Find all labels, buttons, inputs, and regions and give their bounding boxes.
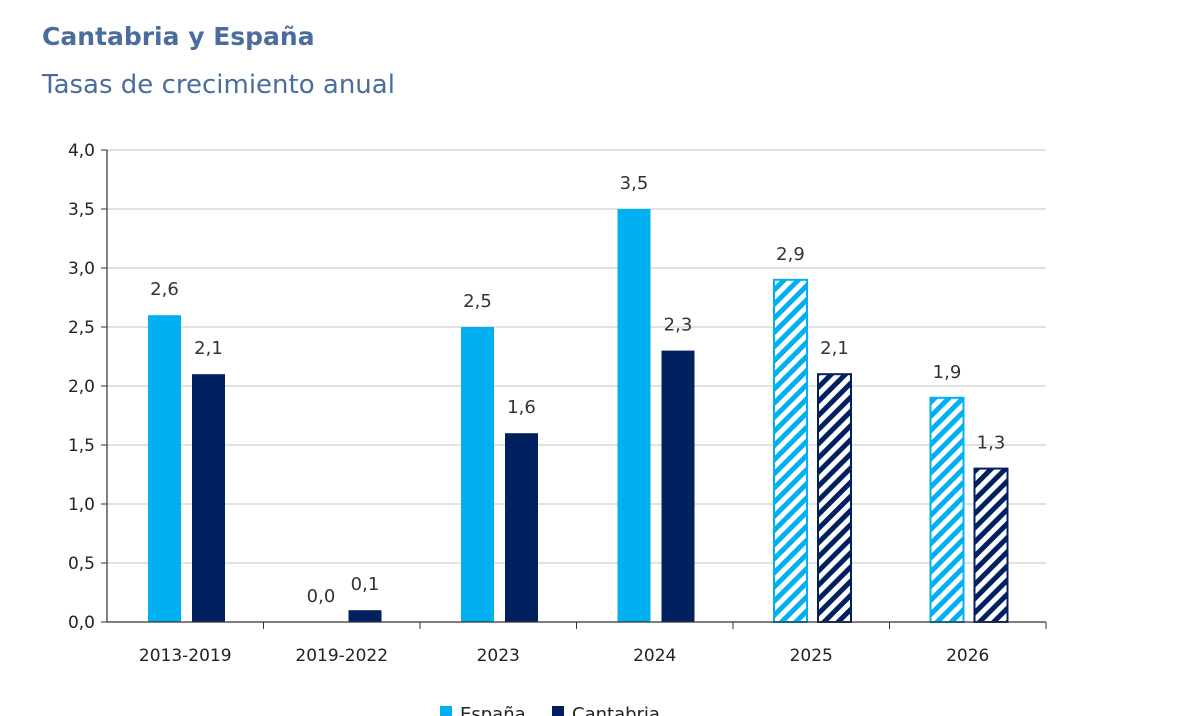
data-label: 0,1	[351, 574, 380, 595]
data-label: 3,5	[620, 173, 649, 194]
x-tick-label: 2026	[946, 646, 989, 666]
y-tick-label: 1,0	[68, 495, 95, 515]
y-tick-label: 0,5	[68, 554, 95, 574]
data-label: 2,1	[194, 338, 223, 359]
legend-swatch-españa	[440, 706, 452, 716]
bar-cantabria-2023	[505, 433, 538, 622]
bar-cantabria-2019-2022	[348, 610, 382, 622]
data-label: 2,3	[664, 315, 693, 336]
bar-españa-2013-2019	[148, 315, 181, 622]
data-label: 1,6	[507, 397, 536, 418]
y-tick-label: 3,5	[68, 200, 95, 220]
x-tick-label: 2023	[477, 646, 520, 666]
y-tick-label: 3,0	[68, 259, 95, 279]
bar-españa-2025	[773, 278, 808, 623]
data-label: 2,1	[820, 338, 849, 359]
y-tick-label: 2,0	[68, 377, 95, 397]
bar-españa-2024	[617, 209, 651, 622]
chart-subtitle: Tasas de crecimiento anual	[42, 70, 395, 100]
y-tick-label: 2,5	[68, 318, 95, 338]
data-label: 2,9	[776, 244, 805, 265]
y-tick-label: 1,5	[68, 436, 95, 456]
legend-label: España	[460, 704, 526, 716]
chart-title: Cantabria y España	[42, 22, 315, 51]
legend-swatch-cantabria	[552, 706, 564, 716]
y-tick-label: 0,0	[68, 613, 95, 633]
y-tick-label: 4,0	[68, 141, 95, 161]
x-tick-label: 2013-2019	[139, 646, 232, 666]
bar-cantabria-2026	[973, 467, 1009, 623]
data-label: 0,0	[307, 586, 336, 607]
data-label: 1,9	[933, 362, 962, 383]
legend-label: Cantabria	[572, 704, 660, 716]
bar-cantabria-2024	[661, 350, 695, 622]
data-label: 1,3	[977, 433, 1006, 454]
x-tick-label: 2019-2022	[295, 646, 388, 666]
bar-españa-2023	[461, 327, 494, 622]
bar-españa-2026	[929, 396, 965, 623]
data-label: 2,6	[150, 279, 179, 300]
bar-cantabria-2025	[817, 373, 852, 624]
x-tick-label: 2025	[790, 646, 833, 666]
x-tick-label: 2024	[633, 646, 676, 666]
data-label: 2,5	[463, 291, 492, 312]
bar-cantabria-2013-2019	[192, 374, 225, 622]
